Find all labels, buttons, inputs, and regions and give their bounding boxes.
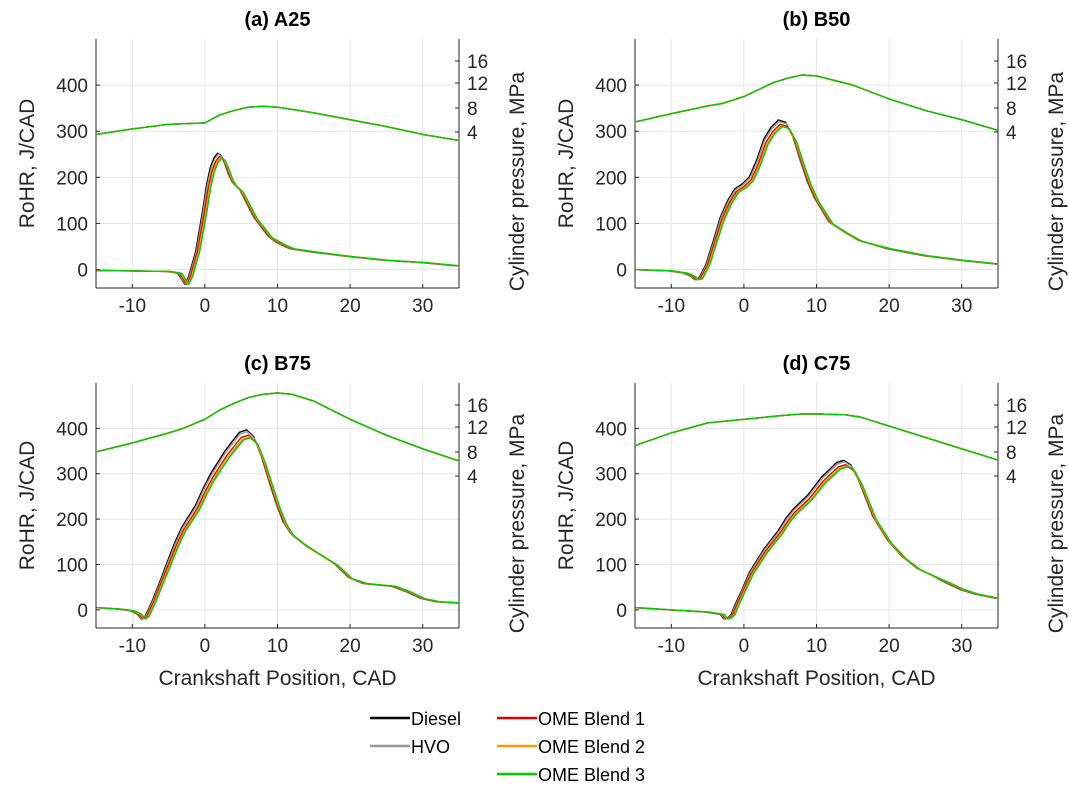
y-tick-label: 0 <box>77 601 88 622</box>
y-tick-label: 200 <box>56 168 88 189</box>
y-tick-label: 100 <box>56 555 88 576</box>
y-tick-label: 0 <box>616 261 627 282</box>
x-tick-label: 0 <box>200 636 211 657</box>
rohr-line-hvo <box>96 153 458 285</box>
y2-tick-label: 8 <box>467 443 478 464</box>
y-tick-label: 0 <box>77 261 88 282</box>
x-tick-label: 30 <box>412 636 433 657</box>
x-tick-label: 0 <box>739 636 750 657</box>
rohr-line-ome-blend-3 <box>637 125 998 281</box>
y-tick-label: 400 <box>595 76 627 97</box>
y-tick-label: 100 <box>595 555 627 576</box>
y-tick-label: 400 <box>595 419 627 440</box>
rohr-line-ome-blend-3 <box>98 437 459 620</box>
x-tick-label: -10 <box>658 296 685 317</box>
pressure-line-ome-blend-3 <box>635 74 998 131</box>
y2-tick-label: 8 <box>1006 99 1017 120</box>
y-axis-label: RoHR, J/CAD <box>555 441 578 571</box>
y2-axis-label: Cylinder pressure, MPa <box>506 71 529 291</box>
y2-axis-label: Cylinder pressure, MPa <box>1045 413 1068 633</box>
pressure-line-ome-blend-3 <box>96 392 459 462</box>
x-tick-label: 30 <box>951 636 972 657</box>
x-tick-label: 10 <box>267 296 288 317</box>
y2-tick-label: 12 <box>1006 418 1027 439</box>
pressure-line-ome-blend-3 <box>635 413 998 461</box>
x-tick-label: 0 <box>739 296 750 317</box>
y-tick-label: 200 <box>56 510 88 531</box>
y2-tick-label: 16 <box>467 396 488 417</box>
rohr-line-hvo <box>96 431 458 620</box>
x-tick-label: 20 <box>879 296 900 317</box>
x-tick-label: -10 <box>119 636 146 657</box>
y-tick-label: 200 <box>595 168 627 189</box>
legend-label: OME Blend 1 <box>538 709 645 729</box>
y-tick-label: 300 <box>56 122 88 143</box>
x-tick-label: 10 <box>806 636 827 657</box>
rohr-line-diesel <box>96 152 458 285</box>
x-axis-label: Crankshaft Position, CAD <box>158 667 396 690</box>
y-tick-label: 0 <box>616 601 627 622</box>
x-tick-label: 20 <box>340 296 361 317</box>
y-tick-label: 300 <box>595 122 627 143</box>
rohr-line-ome-blend-3 <box>98 157 459 285</box>
y2-tick-label: 12 <box>467 74 488 95</box>
panel-title: (a) A25 <box>245 9 311 31</box>
rohr-line-ome-blend-2 <box>97 157 459 285</box>
y-tick-label: 100 <box>56 214 88 235</box>
y-tick-label: 400 <box>56 76 88 97</box>
legend-label: Diesel <box>411 709 461 729</box>
y2-tick-label: 4 <box>467 467 478 488</box>
panel-title: (c) B75 <box>244 353 311 375</box>
x-tick-label: -10 <box>658 636 685 657</box>
y2-tick-label: 4 <box>1006 123 1017 144</box>
y-tick-label: 100 <box>595 214 627 235</box>
x-tick-label: 10 <box>806 296 827 317</box>
x-tick-label: 30 <box>412 296 433 317</box>
y2-tick-label: 16 <box>1006 52 1027 73</box>
legend: Diesel HVO OME Blend 1 OME Blend 2 OME Blend… <box>370 709 645 785</box>
y2-tick-label: 8 <box>467 99 478 120</box>
y2-tick-label: 8 <box>1006 443 1017 464</box>
legend-label: HVO <box>411 737 450 757</box>
y2-tick-label: 4 <box>467 123 478 144</box>
x-tick-label: 20 <box>879 636 900 657</box>
legend-label: OME Blend 2 <box>538 737 645 757</box>
rohr-line-ome-blend-3 <box>637 466 998 620</box>
y-axis-label: RoHR, J/CAD <box>16 441 39 571</box>
y2-tick-label: 16 <box>1006 396 1027 417</box>
x-tick-label: -10 <box>119 296 146 317</box>
y-tick-label: 300 <box>595 465 627 486</box>
y2-axis-label: Cylinder pressure, MPa <box>506 413 529 633</box>
y-tick-label: 400 <box>56 419 88 440</box>
x-tick-label: 20 <box>340 636 361 657</box>
x-tick-label: 0 <box>200 296 211 317</box>
legend-label: OME Blend 3 <box>538 765 645 785</box>
y-axis-label: RoHR, J/CAD <box>16 99 39 229</box>
pressure-line-ome-blend-3 <box>96 105 459 142</box>
panel-title: (d) C75 <box>783 353 851 375</box>
y2-tick-label: 16 <box>467 52 488 73</box>
y-tick-label: 300 <box>56 465 88 486</box>
y2-axis-label: Cylinder pressure, MPa <box>1045 71 1068 291</box>
y2-tick-label: 12 <box>1006 74 1027 95</box>
rohr-line-diesel <box>635 119 997 281</box>
x-tick-label: 10 <box>267 636 288 657</box>
y-tick-label: 200 <box>595 510 627 531</box>
rohr-line-diesel <box>635 459 997 620</box>
panel-title: (b) B50 <box>783 9 851 31</box>
y-axis-label: RoHR, J/CAD <box>555 99 578 229</box>
x-axis-label: Crankshaft Position, CAD <box>697 667 935 690</box>
y2-tick-label: 12 <box>467 418 488 439</box>
y2-tick-label: 4 <box>1006 467 1017 488</box>
x-tick-label: 30 <box>951 296 972 317</box>
